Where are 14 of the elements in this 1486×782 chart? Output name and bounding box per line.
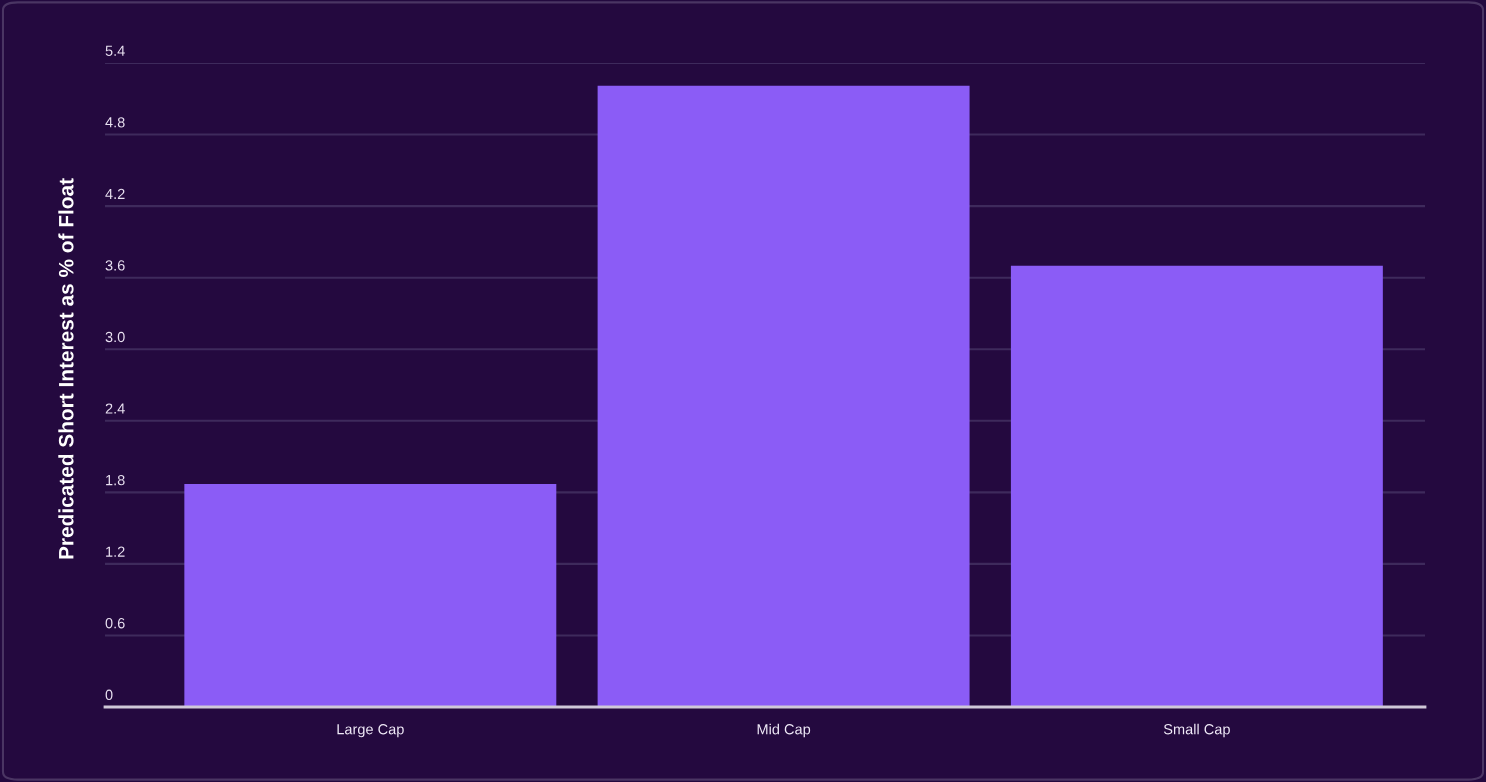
x-tick-label: Mid Cap <box>757 723 811 738</box>
y-tick-label: 3.6 <box>105 260 125 271</box>
y-tick-label: 3.0 <box>105 331 125 343</box>
y-tick-label: 4.8 <box>105 117 125 128</box>
y-tick-label: 0 <box>105 689 113 700</box>
y-tick-label: 1.8 <box>106 474 125 486</box>
y-axis-title: Predicated Short Interest as % of Float <box>58 178 74 559</box>
y-tick-label: 4.2 <box>105 188 125 199</box>
y-tick-label: 2.4 <box>105 403 125 414</box>
y-tick-label: 1.2 <box>106 546 125 557</box>
x-tick-label: Small Cap <box>1163 723 1230 738</box>
x-tick-label: Large Cap <box>337 724 404 738</box>
y-tick-label: 0.6 <box>105 618 125 629</box>
y-tick-label: 5.4 <box>105 45 125 56</box>
